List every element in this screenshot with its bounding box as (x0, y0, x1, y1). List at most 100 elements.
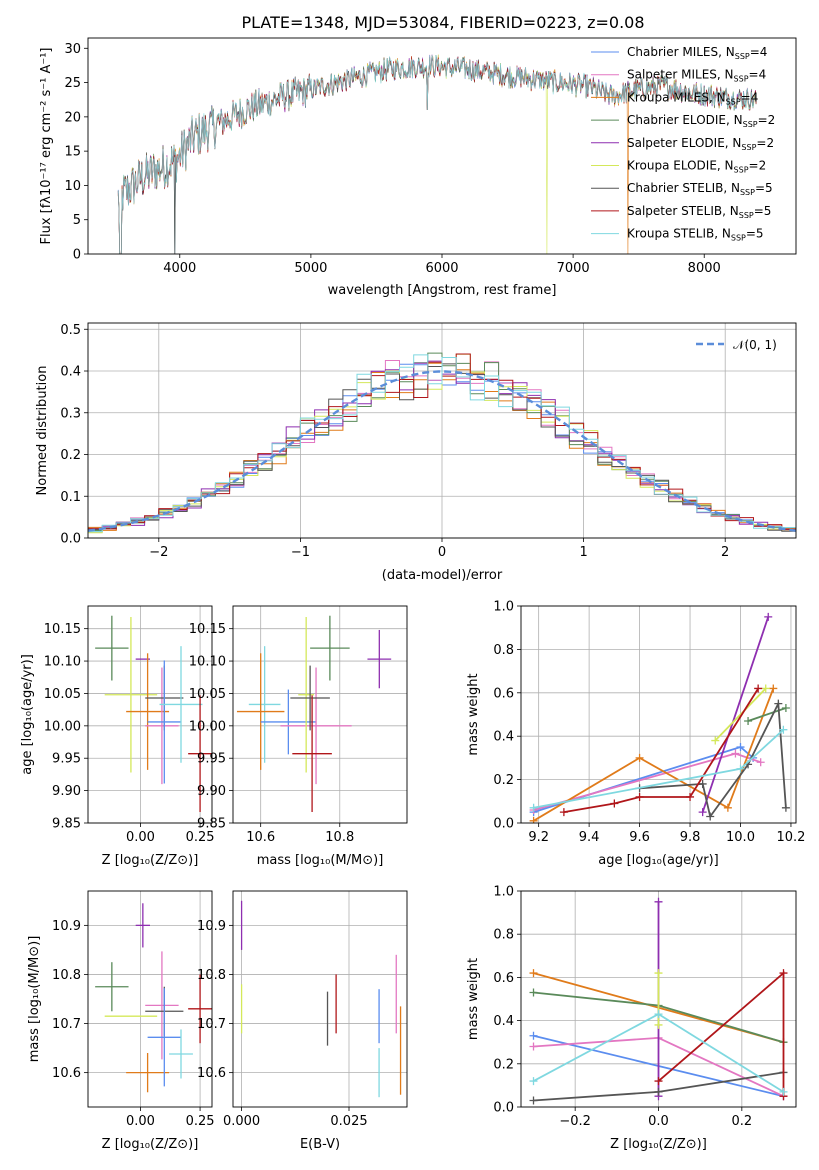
legend-entry: Chabrier STELIB, NSSP=5 (627, 181, 773, 197)
y-tick-label: 10.05 (44, 687, 81, 702)
x-axis-label: Z [log₁₀(Z/Z⊙)] (102, 853, 199, 868)
age-vs-metallicity-panel: 0.00 0.25 9.85 9.90 9.95 10.00 10.05 10.10 10.15… (20, 605, 215, 868)
y-tick-label: 0.8 (493, 928, 514, 943)
y-tick-label: 9.90 (52, 784, 81, 799)
x-tick-label: 1 (579, 545, 587, 560)
spectrum-line-kroupa_stelib (117, 55, 757, 254)
y-tick-label: 10.6 (197, 1066, 226, 1081)
y-tick-label: 0.4 (493, 1014, 514, 1029)
marker-salpeter_elodie (764, 612, 773, 621)
x-tick-label: 9.4 (579, 830, 600, 845)
y-axis-label: mass weight (466, 673, 481, 755)
y-tick-label: 0.0 (60, 532, 81, 547)
x-tick-label: 4000 (163, 261, 196, 276)
mass-weight-line-kroupa_miles (533, 688, 775, 822)
marker-chabrier_miles (529, 1031, 538, 1040)
marker-chabrier_stelib (774, 699, 783, 708)
y-tick-label: 10.00 (189, 719, 226, 734)
y-tick-label: 10.10 (189, 655, 226, 670)
marker-salpeter_miles (529, 1042, 538, 1051)
plot-area (529, 612, 790, 823)
plot-area (88, 352, 796, 534)
axes-frame (520, 605, 797, 824)
y-tick-label: 10.6 (52, 1066, 81, 1081)
massweight-vs-age-panel: 9.2 9.4 9.6 9.8 10.0 10.2 0.0 0.2 0.4 0.6 0.8 1.0 ag… (466, 600, 805, 869)
mass-weight-line-kroupa_elodie (714, 687, 767, 742)
marker-kroupa_stelib (529, 803, 538, 812)
x-tick-label: 10.8 (325, 830, 354, 845)
x-axis-label: Z [log₁₀(Z/Z⊙)] (102, 1137, 199, 1152)
y-tick-label: 0.6 (493, 686, 514, 701)
marker-chabrier_stelib (529, 1096, 538, 1105)
y-tick-label: 25 (64, 76, 81, 91)
y-tick-label: 9.95 (52, 752, 81, 767)
legend-entry: Kroupa ELODIE, NSSP=2 (627, 159, 766, 175)
axes-frame (232, 890, 408, 1108)
y-tick-label: 0.0 (493, 817, 514, 832)
marker-kroupa_stelib (654, 1010, 663, 1019)
marker-salpeter_stelib (635, 792, 644, 801)
y-axis-label: Normed distribution (35, 366, 50, 496)
marker-salpeter_stelib (654, 1077, 663, 1086)
y-tick-label: 0.6 (493, 971, 514, 986)
axes-frame (87, 890, 213, 1108)
x-axis-label: E(B-V) (300, 1137, 340, 1152)
x-tick-label: 0.0 (648, 1114, 669, 1129)
x-tick-label: 6000 (425, 261, 458, 276)
y-tick-label: 10.8 (197, 968, 226, 983)
y-tick-label: 0.5 (60, 323, 81, 338)
y-tick-label: 9.85 (197, 817, 226, 832)
marker-kroupa_stelib (529, 1077, 538, 1086)
marker-salpeter_miles (756, 758, 765, 767)
mass-weight-line-chabrier_stelib (639, 700, 787, 819)
figure-title: PLATE=1348, MJD=53084, FIBERID=0223, z=0… (241, 13, 644, 32)
mass-vs-metallicity-panel: 0.00 0.25 10.6 10.7 10.8 10.9 Z [log₁₀(Z/Z⊙)] m… (27, 890, 215, 1152)
marker-chabrier_elodie (781, 703, 790, 712)
marker-salpeter_miles (731, 749, 740, 758)
marker-chabrier_elodie (744, 717, 753, 726)
x-tick-label: 0.025 (330, 1114, 367, 1129)
x-tick-label: 10.0 (726, 830, 755, 845)
y-tick-label: 10.00 (44, 719, 81, 734)
marker-kroupa_elodie (654, 969, 663, 978)
axes-frame (87, 322, 797, 539)
y-tick-label: 0.8 (493, 643, 514, 658)
mass-vs-ebv-panel: 0.000 0.025 10.6 10.7 10.8 10.9 E(B-V) (197, 890, 408, 1152)
y-tick-label: 30 (64, 42, 81, 57)
axes-frame (87, 37, 797, 255)
y-tick-label: 9.85 (52, 817, 81, 832)
residual-histogram-panel: −2 −1 0 1 2 0.0 0.1 0.2 0.3 0.4 0.5 (data-model)/er… (35, 322, 797, 583)
x-tick-label: 7000 (557, 261, 590, 276)
y-tick-label: 15 (64, 145, 81, 160)
x-tick-label: 0.2 (731, 1114, 752, 1129)
marker-salpeter_stelib (779, 969, 788, 978)
x-axis-label: wavelength [Angstrom, rest frame] (328, 283, 557, 298)
axes-frame (520, 890, 797, 1108)
plot-area (117, 54, 757, 254)
marker-kroupa_miles (723, 803, 732, 812)
plot-area (95, 903, 212, 1093)
marker-chabrier_stelib (654, 1087, 663, 1096)
y-tick-label: 0.2 (493, 1057, 514, 1072)
x-axis-label: mass [log₁₀(M/M⊙)] (257, 853, 384, 868)
y-tick-label: 20 (64, 110, 81, 125)
y-tick-label: 1.0 (493, 600, 514, 615)
legend-entry: Salpeter STELIB, NSSP=5 (627, 204, 771, 220)
y-tick-label: 5 (73, 213, 81, 228)
y-tick-label: 0.4 (493, 730, 514, 745)
y-axis-label: mass [log₁₀(M/M⊙)] (27, 936, 42, 1063)
marker-kroupa_elodie (761, 684, 770, 693)
plot-area (240, 900, 402, 1098)
marker-kroupa_elodie (654, 1020, 663, 1029)
x-tick-label: 9.8 (680, 830, 701, 845)
marker-chabrier_stelib (706, 812, 715, 821)
y-tick-label: 10.15 (44, 622, 81, 637)
y-tick-label: 0.0 (493, 1101, 514, 1116)
x-tick-label: 0.00 (126, 1114, 155, 1129)
spectrum-panel: 4000 5000 6000 7000 8000 0 5 10 15 20 25 30 waveleng… (39, 37, 797, 298)
y-tick-label: 10.10 (44, 655, 81, 670)
y-tick-label: 0.2 (60, 448, 81, 463)
y-axis-label: mass weight (466, 958, 481, 1040)
marker-kroupa_miles (635, 753, 644, 762)
